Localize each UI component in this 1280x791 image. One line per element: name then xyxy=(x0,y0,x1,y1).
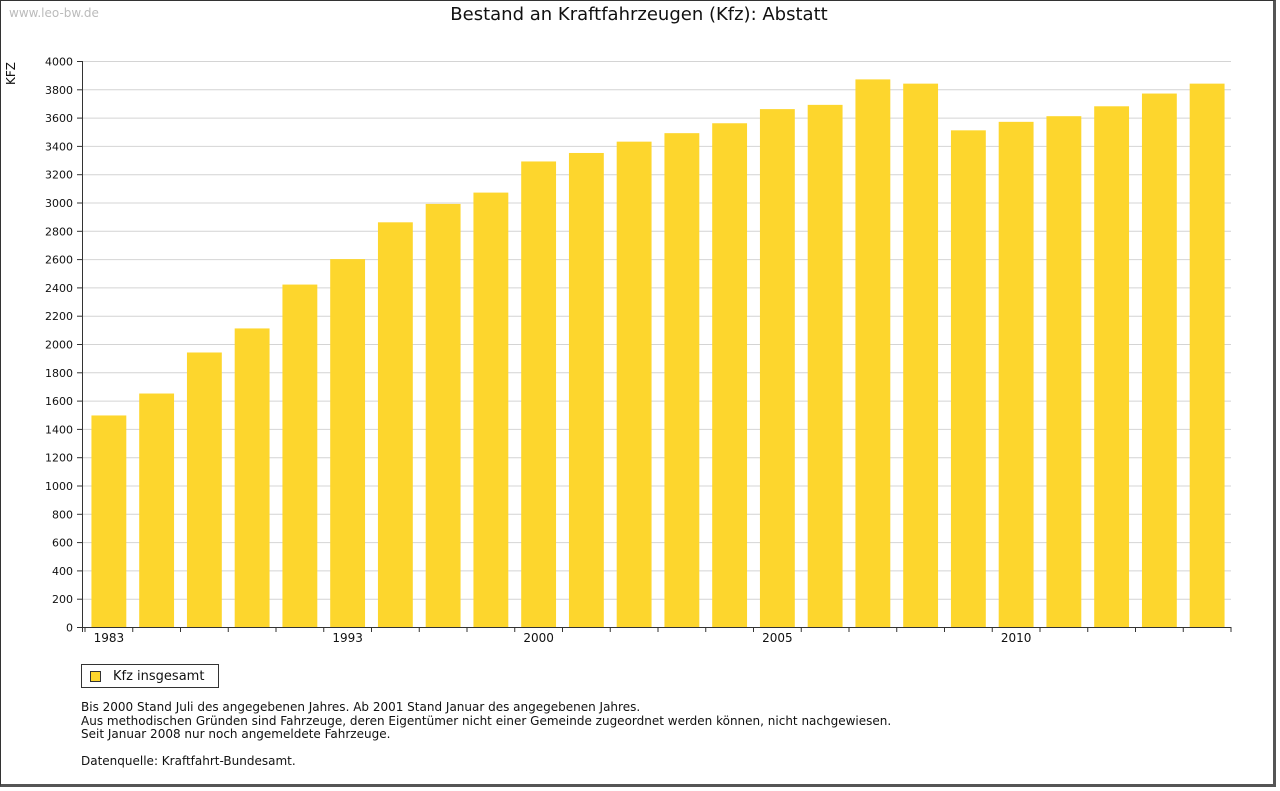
bar xyxy=(521,161,557,627)
y-tick-label: 400 xyxy=(52,565,73,578)
bar xyxy=(998,121,1034,627)
y-tick-label: 1200 xyxy=(45,452,73,465)
bar xyxy=(186,352,222,627)
x-tick-label: 2005 xyxy=(762,631,793,645)
y-tick-label: 2800 xyxy=(45,225,73,238)
bar xyxy=(377,222,413,627)
bar xyxy=(139,393,175,627)
footnote-line: Bis 2000 Stand Juli des angegebenen Jahr… xyxy=(81,700,641,714)
bar xyxy=(282,284,318,627)
x-tick-label: 2000 xyxy=(523,631,554,645)
y-tick-label: 0 xyxy=(66,622,73,635)
legend-label: Kfz insgesamt xyxy=(113,668,205,684)
chart-title: Bestand an Kraftfahrzeugen (Kfz): Abstat… xyxy=(450,4,828,25)
bar xyxy=(425,203,461,628)
bar xyxy=(903,83,939,627)
bar xyxy=(1046,116,1082,627)
y-tick-label: 2000 xyxy=(45,339,73,352)
bar xyxy=(855,79,891,627)
footnote-line: Seit Januar 2008 nur noch angemeldete Fa… xyxy=(81,727,391,741)
bar xyxy=(664,133,700,628)
x-tick-label: 1993 xyxy=(332,631,363,645)
y-tick-label: 3600 xyxy=(45,112,73,125)
data-source: Datenquelle: Kraftfahrt-Bundesamt. xyxy=(81,753,296,768)
y-tick-label: 200 xyxy=(52,593,73,606)
bar xyxy=(759,109,795,628)
bar xyxy=(807,104,843,628)
bar xyxy=(712,123,748,627)
legend: Kfz insgesamt xyxy=(81,664,219,688)
bar xyxy=(234,328,270,627)
bar xyxy=(330,259,366,627)
bar xyxy=(473,192,509,627)
y-tick-label: 1600 xyxy=(45,395,73,408)
bar xyxy=(568,152,604,627)
y-tick-label: 3200 xyxy=(45,169,73,182)
y-tick-label: 1000 xyxy=(45,480,73,493)
y-tick-label: 2400 xyxy=(45,282,73,295)
y-tick-label: 1800 xyxy=(45,367,73,380)
bar xyxy=(1094,106,1130,627)
y-tick-label: 2200 xyxy=(45,310,73,323)
watermark: www.leo-bw.de xyxy=(9,6,99,20)
legend-square-icon xyxy=(90,670,101,682)
y-tick-label: 1400 xyxy=(45,423,73,436)
bar xyxy=(91,415,127,627)
y-tick-label: 2600 xyxy=(45,254,73,267)
footnotes: Bis 2000 Stand Juli des angegebenen Jahr… xyxy=(81,700,892,768)
bar-chart: 0 200 400 600 800 1000 1200 1400 1600 1800 2000 220… xyxy=(45,56,1232,645)
bar xyxy=(1141,93,1177,628)
y-tick-label: 800 xyxy=(52,508,73,521)
y-tick-label: 3000 xyxy=(45,197,73,210)
bar xyxy=(616,141,652,627)
x-tick-label: 2010 xyxy=(1001,631,1032,645)
bar xyxy=(1189,83,1225,627)
footnote-line: Aus methodischen Gründen sind Fahrzeuge,… xyxy=(81,713,892,728)
x-tick-label: 1983 xyxy=(94,631,125,645)
bar xyxy=(950,130,986,627)
y-tick-label: 4000 xyxy=(45,56,73,69)
y-tick-label: 3400 xyxy=(45,140,73,153)
y-tick-label: 3800 xyxy=(45,84,73,97)
y-tick-label: 600 xyxy=(52,537,73,550)
